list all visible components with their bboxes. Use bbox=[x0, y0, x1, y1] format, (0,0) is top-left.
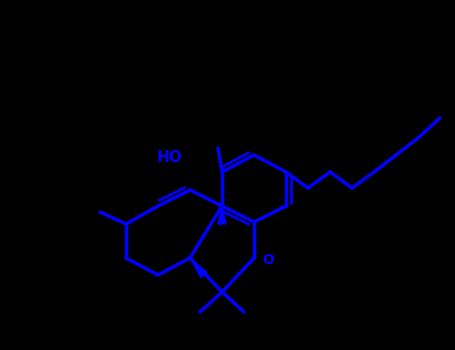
Text: O: O bbox=[262, 253, 274, 267]
Text: HO: HO bbox=[156, 149, 182, 164]
Polygon shape bbox=[190, 258, 207, 278]
Polygon shape bbox=[218, 206, 226, 224]
